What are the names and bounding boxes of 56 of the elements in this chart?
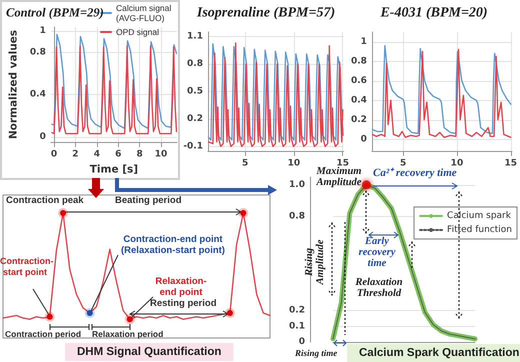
text: Contraction peak bbox=[6, 195, 85, 206]
y-tick-label: 0.2 bbox=[289, 306, 305, 316]
y-tick-label: 0.4 bbox=[350, 95, 367, 106]
legend-label: Calcium spark bbox=[447, 211, 512, 221]
annotation: Resting period bbox=[150, 298, 218, 309]
x-tick-label: 8 bbox=[136, 150, 143, 160]
y-tick-label: 0.2 bbox=[187, 114, 203, 124]
annotation: Ca²⁺ recovery time bbox=[373, 167, 458, 179]
y-tick-label: 0.1 bbox=[289, 321, 305, 332]
legend-label: OPD signal bbox=[116, 27, 160, 37]
chart-title: Isoprenaline (BPM=57) bbox=[196, 6, 336, 20]
y-tick-label: 0 bbox=[40, 132, 46, 142]
annotation: Contraction period bbox=[5, 329, 82, 340]
x-axis-title: Time [s] bbox=[90, 164, 138, 176]
x-tick-label: 4 bbox=[94, 150, 100, 160]
text: Calcium Spark Quantification bbox=[359, 347, 520, 359]
chart-title: E-4031 (BPM=20) bbox=[379, 6, 488, 20]
annotation: Contraction-start point bbox=[0, 256, 54, 278]
y-tick-label: -0.1 bbox=[183, 141, 203, 152]
text: DHM Signal Quantification bbox=[77, 346, 222, 358]
x-tick-label: 10 bbox=[154, 150, 168, 160]
x-tick-label: 0 bbox=[50, 150, 58, 160]
y-tick-label: 0 bbox=[360, 134, 367, 144]
y-tick-label: 0.8 bbox=[187, 59, 203, 70]
annotation: Early recovery time bbox=[358, 236, 396, 269]
text: Rising time bbox=[295, 348, 338, 359]
annotation: Contraction-end point (Relaxation-start point) bbox=[120, 234, 226, 256]
y-tick-label: 0.2 bbox=[350, 114, 367, 125]
y-axis-title: Normalized values bbox=[8, 30, 20, 140]
y-tick-label: 0.8 bbox=[30, 47, 46, 58]
x-tick-label: 10 bbox=[288, 158, 300, 168]
y-tick-label: 0.6 bbox=[350, 76, 367, 86]
legend-label: Calcium signal (AVG-FLUO) bbox=[116, 3, 174, 23]
legend-label: Fitted function bbox=[447, 225, 512, 235]
y-tick-label: 0.8 bbox=[350, 56, 367, 66]
text: Rising Amplitude bbox=[304, 238, 326, 287]
annotation: Maximum Amplitude bbox=[315, 166, 362, 188]
x-tick-label: 5 bbox=[242, 158, 248, 168]
y-tick-label: 1 bbox=[40, 26, 46, 36]
y-tick-label: 0.5 bbox=[187, 86, 203, 96]
text: Beating period bbox=[115, 195, 183, 206]
x-tick-label: 10 bbox=[450, 158, 464, 168]
x-tick-label: 5 bbox=[400, 158, 406, 168]
x-tick-label: 6 bbox=[115, 150, 122, 160]
annotation: Relaxation period bbox=[92, 329, 164, 340]
y-tick-label: 1.0 bbox=[289, 180, 305, 190]
y-tick-label: 0.4 bbox=[30, 90, 46, 100]
y-tick-label: 1 bbox=[360, 36, 367, 47]
y-tick-label: 0 bbox=[298, 337, 305, 347]
annotation: Relaxation Threshold bbox=[354, 277, 404, 299]
x-tick-label: 2 bbox=[72, 150, 79, 160]
annotation: Relaxation-end point bbox=[154, 276, 208, 298]
y-tick-label: 1.1 bbox=[187, 32, 203, 42]
y-tick-label: 0.8 bbox=[289, 211, 305, 222]
chart-title: Control (BPM=29) bbox=[6, 6, 104, 20]
x-tick-label: 15 bbox=[504, 158, 518, 168]
